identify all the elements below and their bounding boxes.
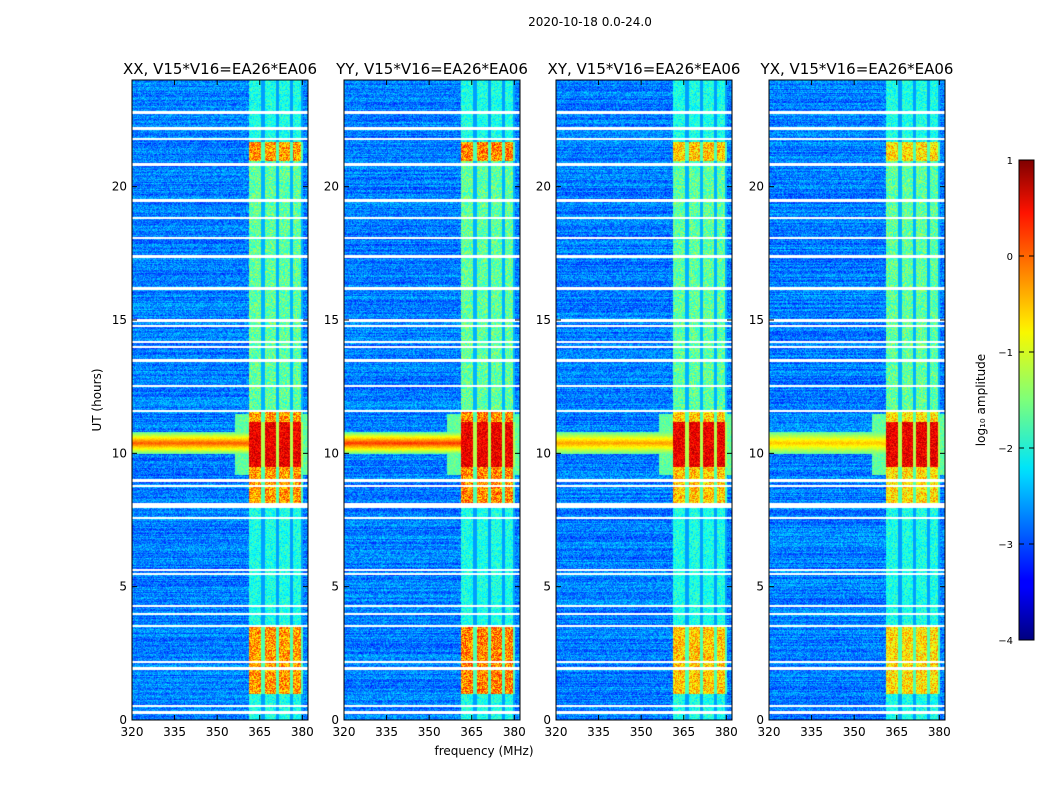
x-axis-ticks: 320 335 350 365 380 <box>758 80 951 739</box>
x-tick-label: 320 <box>545 725 568 739</box>
y-tick-label: 5 <box>331 580 339 594</box>
y-tick-label: 15 <box>749 313 764 327</box>
x-tick-label: 335 <box>587 725 610 739</box>
y-tick-label: 0 <box>543 713 551 727</box>
x-axis-ticks: 320 335 350 365 380 <box>121 80 314 739</box>
heatmap-image <box>132 80 308 720</box>
y-tick-label: 0 <box>331 713 339 727</box>
y-axis-ticks: 0 5 10 15 20 <box>749 180 945 727</box>
plot-frame <box>343 79 521 721</box>
x-tick-label: 380 <box>291 725 314 739</box>
x-tick-label: 380 <box>503 725 526 739</box>
panel-title: XX, V15*V16=EA26*EA06 <box>123 60 317 78</box>
x-tick-label: 365 <box>460 725 483 739</box>
y-axis-label: UT (hours) <box>90 368 104 431</box>
y-tick-label: 0 <box>756 713 764 727</box>
panel-title: YX, V15*V16=EA26*EA06 <box>760 60 954 78</box>
y-tick-label: 10 <box>324 446 339 460</box>
x-tick-label: 380 <box>928 725 951 739</box>
y-tick-label: 10 <box>112 446 127 460</box>
x-tick-label: 335 <box>375 725 398 739</box>
y-tick-label: 5 <box>543 580 551 594</box>
x-tick-label: 335 <box>800 725 823 739</box>
colorbar-tick-label: 1 <box>1007 156 1013 167</box>
y-axis-ticks: 0 5 10 15 20 <box>324 180 520 727</box>
panel-title: XY, V15*V16=EA26*EA06 <box>548 60 741 78</box>
y-axis-ticks: 0 5 10 15 20 <box>112 180 308 727</box>
plot-frame <box>131 79 309 721</box>
y-tick-label: 5 <box>756 580 764 594</box>
figure-title: 2020-10-18 0.0-24.0 <box>528 15 652 29</box>
x-tick-label: 320 <box>333 725 356 739</box>
x-tick-label: 365 <box>885 725 908 739</box>
y-tick-label: 20 <box>112 180 127 194</box>
x-tick-label: 320 <box>758 725 781 739</box>
heatmap-image <box>769 80 945 720</box>
panel-yy: YY, V15*V16=EA26*EA06 320 335 350 365 380 0 5… <box>324 60 528 739</box>
colorbar-tick-label: −1 <box>998 348 1013 359</box>
colorbar-tick-label: −2 <box>998 444 1013 455</box>
y-tick-label: 15 <box>112 313 127 327</box>
panel-xx: XX, V15*V16=EA26*EA06 320 335 350 365 380 0 5… <box>112 60 317 739</box>
y-tick-label: 10 <box>536 446 551 460</box>
plot-frame <box>768 79 946 721</box>
colorbar-tick-label: 0 <box>1007 252 1013 263</box>
panel-yx: YX, V15*V16=EA26*EA06 320 335 350 365 380 0 5… <box>749 60 954 739</box>
colorbar-tick-label: −4 <box>998 636 1013 647</box>
colorbar-tick-label: −3 <box>998 540 1013 551</box>
y-tick-label: 15 <box>536 313 551 327</box>
colorbar-ticks: 1 0 −1 −2 −3 −4 <box>998 156 1034 647</box>
y-tick-label: 5 <box>119 580 127 594</box>
x-axis-label: frequency (MHz) <box>434 744 533 758</box>
colorbar: 1 0 −1 −2 −3 −4 log₁₀ amplitude <box>974 156 1035 647</box>
plot-frame <box>555 79 733 721</box>
panel-xy: XY, V15*V16=EA26*EA06 320 335 350 365 380 0 5… <box>536 60 741 739</box>
x-tick-label: 380 <box>715 725 738 739</box>
y-tick-label: 0 <box>119 713 127 727</box>
y-tick-label: 15 <box>324 313 339 327</box>
y-tick-label: 10 <box>749 446 764 460</box>
colorbar-frame <box>1018 159 1035 641</box>
x-tick-label: 365 <box>248 725 271 739</box>
y-tick-label: 20 <box>324 180 339 194</box>
x-tick-label: 350 <box>843 725 866 739</box>
y-tick-label: 20 <box>749 180 764 194</box>
x-tick-label: 350 <box>630 725 653 739</box>
heatmap-image <box>556 80 732 720</box>
x-axis-ticks: 320 335 350 365 380 <box>545 80 738 739</box>
panel-title: YY, V15*V16=EA26*EA06 <box>335 60 528 78</box>
x-axis-ticks: 320 335 350 365 380 <box>333 80 526 739</box>
x-tick-label: 365 <box>672 725 695 739</box>
x-tick-label: 350 <box>418 725 441 739</box>
colorbar-gradient <box>1019 160 1034 640</box>
x-tick-label: 335 <box>163 725 186 739</box>
x-tick-label: 350 <box>206 725 229 739</box>
y-axis-ticks: 0 5 10 15 20 <box>536 180 732 727</box>
heatmap-image <box>344 80 520 720</box>
x-tick-label: 320 <box>121 725 144 739</box>
colorbar-label: log₁₀ amplitude <box>974 354 988 446</box>
y-tick-label: 20 <box>536 180 551 194</box>
